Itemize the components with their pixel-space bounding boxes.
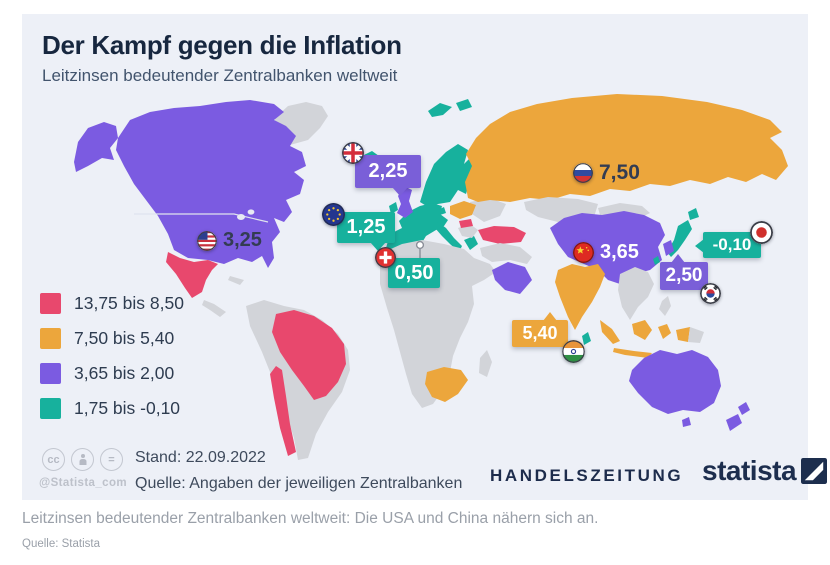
- handelszeitung-logo: HANDELSZEITUNG: [490, 466, 684, 485]
- country-south-africa: [425, 367, 468, 402]
- legend: 13,75 bis 8,50 7,50 bis 5,40 3,65 bis 2,…: [40, 286, 184, 426]
- caption-headline: Leitzinsen bedeutender Zentralbanken wel…: [22, 510, 599, 527]
- russia-rate-value: 7,50: [599, 161, 640, 184]
- country-north-america: [74, 100, 306, 268]
- stand-date: Stand: 22.09.2022: [135, 449, 266, 466]
- marker-russia: 7,50: [573, 161, 640, 185]
- legend-label: 1,75 bis -0,10: [74, 398, 181, 418]
- south-korea-flag-icon: [700, 283, 721, 304]
- legend-item: 7,50 bis 5,40: [40, 321, 184, 356]
- uk-flag-icon: [342, 142, 364, 164]
- attribution-person-icon: [71, 448, 94, 471]
- country-india: [555, 264, 605, 345]
- legend-item: 1,75 bis -0,10: [40, 391, 184, 426]
- legend-item: 13,75 bis 8,50: [40, 286, 184, 321]
- legend-swatch-red: [40, 293, 61, 314]
- uk-rate-value: 2,25: [368, 160, 408, 182]
- legend-label: 13,75 bis 8,50: [74, 293, 184, 313]
- source-line: Quelle: Angaben der jeweiligen Zentralba…: [135, 475, 463, 492]
- china-rate-value: 3,65: [600, 241, 639, 263]
- japan-rate-value: -0,10: [712, 235, 752, 254]
- legend-swatch-teal: [40, 398, 61, 419]
- country-hungary: [459, 219, 473, 228]
- equals-icon: =: [100, 448, 123, 471]
- swiss-flag-icon: [375, 247, 396, 268]
- marker-south-korea: 2,50: [660, 254, 721, 304]
- marker-usa: 3,25: [197, 229, 262, 252]
- caption-source: Quelle: Statista: [22, 538, 100, 550]
- cc-license-icons: cc =: [42, 448, 123, 471]
- switzerland-rate-value: 0,50: [394, 262, 434, 284]
- country-russia: [465, 94, 788, 202]
- region-central-america: [202, 276, 244, 317]
- infographic-title: Der Kampf gegen die Inflation: [42, 30, 402, 60]
- legend-label: 7,50 bis 5,40: [74, 328, 175, 348]
- country-new-zealand: [726, 402, 750, 431]
- marker-china: 3,65: [573, 241, 639, 264]
- eu-flag-icon: [322, 203, 345, 226]
- legend-item: 3,65 bis 2,00: [40, 356, 184, 391]
- marker-uk: 2,25: [342, 142, 421, 196]
- region-middle-east: [480, 243, 532, 294]
- usa-rate-value: 3,25: [223, 229, 262, 251]
- statista-mark-icon: [801, 458, 828, 484]
- world-map: [74, 94, 788, 460]
- india-rate-value: 5,40: [522, 323, 558, 343]
- marker-switzerland: 0,50: [375, 247, 440, 288]
- legend-swatch-orange: [40, 328, 61, 349]
- china-flag-icon: [573, 242, 594, 263]
- marker-japan: -0,10: [695, 221, 773, 258]
- statista-handle: @Statista_com: [39, 477, 127, 489]
- statista-wordmark: statista: [702, 455, 797, 486]
- country-china: [550, 211, 665, 284]
- country-south-korea: [663, 240, 674, 256]
- country-turkey: [478, 226, 526, 244]
- india-flag-icon: [562, 340, 585, 363]
- marker-india: 5,40: [512, 312, 585, 363]
- country-poland: [450, 201, 476, 219]
- japan-flag-icon: [750, 221, 773, 244]
- legend-swatch-purple: [40, 363, 61, 384]
- country-japan: [667, 208, 699, 257]
- country-saudi-arabia: [492, 262, 532, 294]
- statista-logo: statista: [702, 455, 828, 487]
- country-australia: [629, 350, 721, 427]
- region-south-america: [246, 300, 350, 460]
- south-korea-rate-value: 2,50: [665, 265, 703, 286]
- legend-label: 3,65 bis 2,00: [74, 363, 175, 383]
- eurozone-rate-value: 1,25: [346, 216, 386, 238]
- cc-icon: cc: [42, 448, 65, 471]
- region-southeast-asia: [600, 267, 704, 358]
- country-chile: [270, 366, 296, 456]
- marker-eurozone: 1,25: [322, 203, 395, 251]
- country-brazil: [272, 310, 346, 400]
- russia-flag-icon: [573, 163, 593, 183]
- infographic-subtitle: Leitzinsen bedeutender Zentralbanken wel…: [42, 66, 398, 85]
- usa-flag-icon: [197, 230, 217, 251]
- infographic-card: Der Kampf gegen die Inflation Leitzinsen…: [22, 14, 828, 500]
- country-mexico: [166, 252, 218, 298]
